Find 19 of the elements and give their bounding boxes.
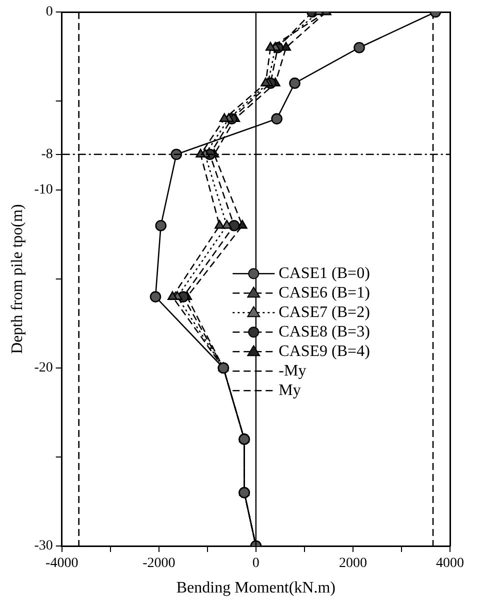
y-tick-label: -30 xyxy=(34,538,53,554)
y-tick-label: -20 xyxy=(34,360,53,376)
y-axis-title: Depth from pile tpo(m) xyxy=(8,204,26,354)
legend-label: CASE1 (B=0) xyxy=(278,264,370,282)
legend-label: CASE8 (B=3) xyxy=(278,323,370,340)
y-tick-label: 0 xyxy=(46,4,53,20)
legend-label: CASE6 (B=1) xyxy=(278,284,370,302)
x-tick-label: -4000 xyxy=(46,556,78,572)
legend-label: My xyxy=(278,382,301,399)
legend-label: CASE9 (B=4) xyxy=(278,342,370,360)
y-tick-label: -10 xyxy=(34,182,53,198)
y-tick-label: -8 xyxy=(41,147,53,162)
x-tick-label: 0 xyxy=(252,556,260,572)
legend-label: -My xyxy=(278,362,306,380)
x-axis-title: Bending Moment(kN.m) xyxy=(176,580,336,597)
legend-label: CASE7 (B=2) xyxy=(278,304,370,321)
x-tick-label: 4000 xyxy=(436,556,464,572)
x-tick-label: -2000 xyxy=(142,556,176,572)
x-tick-label: 2000 xyxy=(338,556,367,572)
